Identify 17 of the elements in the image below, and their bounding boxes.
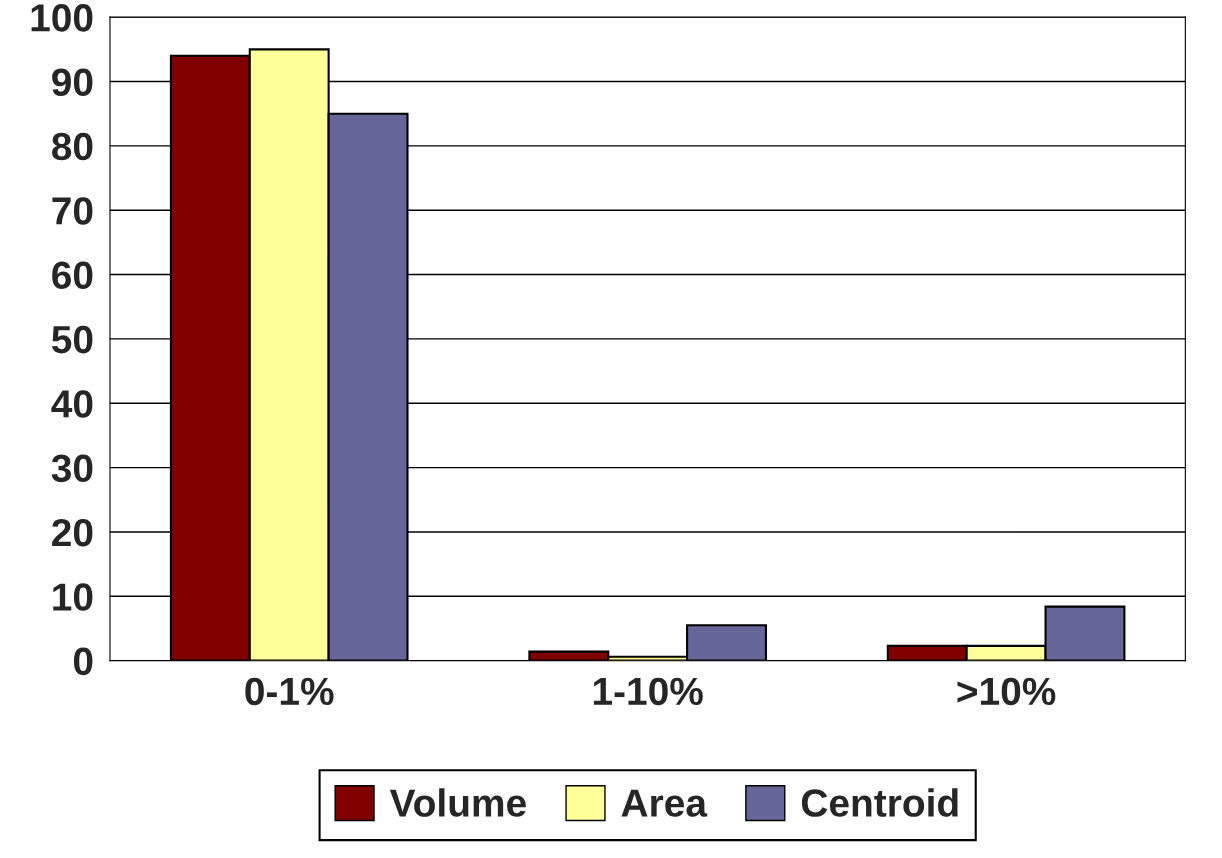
y-tick-label: 80 [51,132,93,161]
y-tick-label: 10 [53,583,93,611]
y-tick-label: 70 [52,197,93,225]
y-tick-label: 20 [52,518,93,547]
legend-label: Volume [389,788,526,817]
x-tick-label: 1-10% [593,677,703,706]
y-tick-label: 90 [52,68,93,96]
y-tick-label: 50 [51,325,93,354]
y-tick-label: 0 [73,647,93,676]
y-tick-label: 100 [31,4,93,32]
x-tick-label: 0-1% [245,677,334,706]
y-tick-label: 40 [51,390,93,418]
x-tick-label: >10% [957,677,1056,706]
y-tick-label: 30 [51,454,93,483]
y-tick-label: 60 [52,261,93,290]
legend-label: Area [621,789,708,817]
legend-label: Centroid [801,788,958,817]
